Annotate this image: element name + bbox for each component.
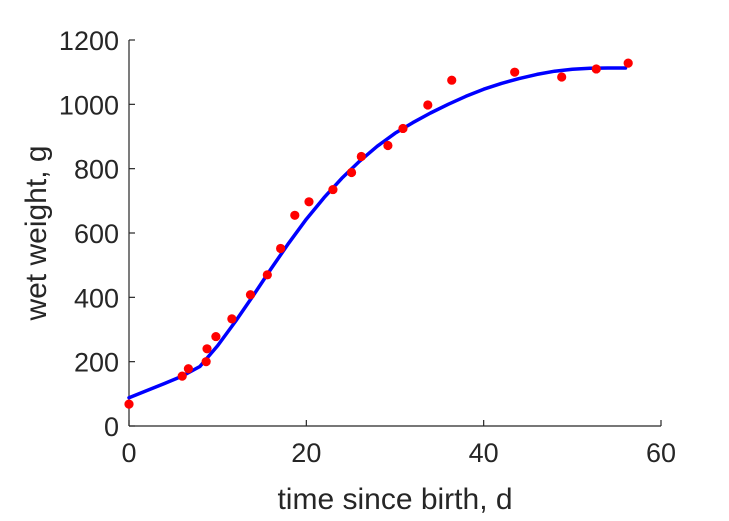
data-point	[304, 197, 314, 207]
data-point	[211, 331, 221, 342]
data-point	[183, 364, 194, 374]
data-point	[623, 58, 633, 68]
y-tick-label: 200	[74, 348, 119, 378]
fit-curve-line	[127, 66, 628, 400]
data-point	[447, 75, 457, 85]
y-axis-label: wet weight, g	[20, 145, 53, 321]
y-tick-label: 400	[74, 283, 119, 313]
x-tick-label: 0	[121, 438, 136, 468]
data-point	[423, 100, 433, 110]
y-tick-label: 600	[74, 219, 119, 249]
data-point	[177, 371, 187, 381]
data-point	[276, 243, 286, 254]
data-point	[262, 270, 272, 280]
data-point	[557, 72, 567, 82]
data-point	[510, 67, 520, 77]
x-tick-label: 60	[646, 438, 676, 468]
data-point	[227, 314, 237, 324]
data-point	[245, 290, 256, 300]
y-tick-label: 800	[74, 155, 119, 185]
data-point	[124, 399, 134, 409]
data-point	[328, 184, 338, 195]
data-point	[346, 167, 357, 178]
data-point	[398, 123, 408, 134]
data-point	[201, 357, 211, 367]
data-point	[356, 151, 366, 162]
x-axis-label: time since birth, d	[277, 483, 512, 516]
axis-labels: time since birth, d wet weight, g	[20, 145, 513, 516]
x-tick-label: 40	[469, 438, 499, 468]
data-point	[290, 210, 300, 220]
data-point	[202, 344, 212, 354]
data-point	[383, 140, 393, 151]
y-tick-label: 1200	[59, 26, 119, 56]
y-tick-label: 0	[104, 412, 119, 442]
data-point	[591, 64, 601, 74]
x-tick-label: 20	[291, 438, 321, 468]
series-layer	[124, 58, 633, 409]
y-tick-label: 1000	[59, 90, 119, 120]
